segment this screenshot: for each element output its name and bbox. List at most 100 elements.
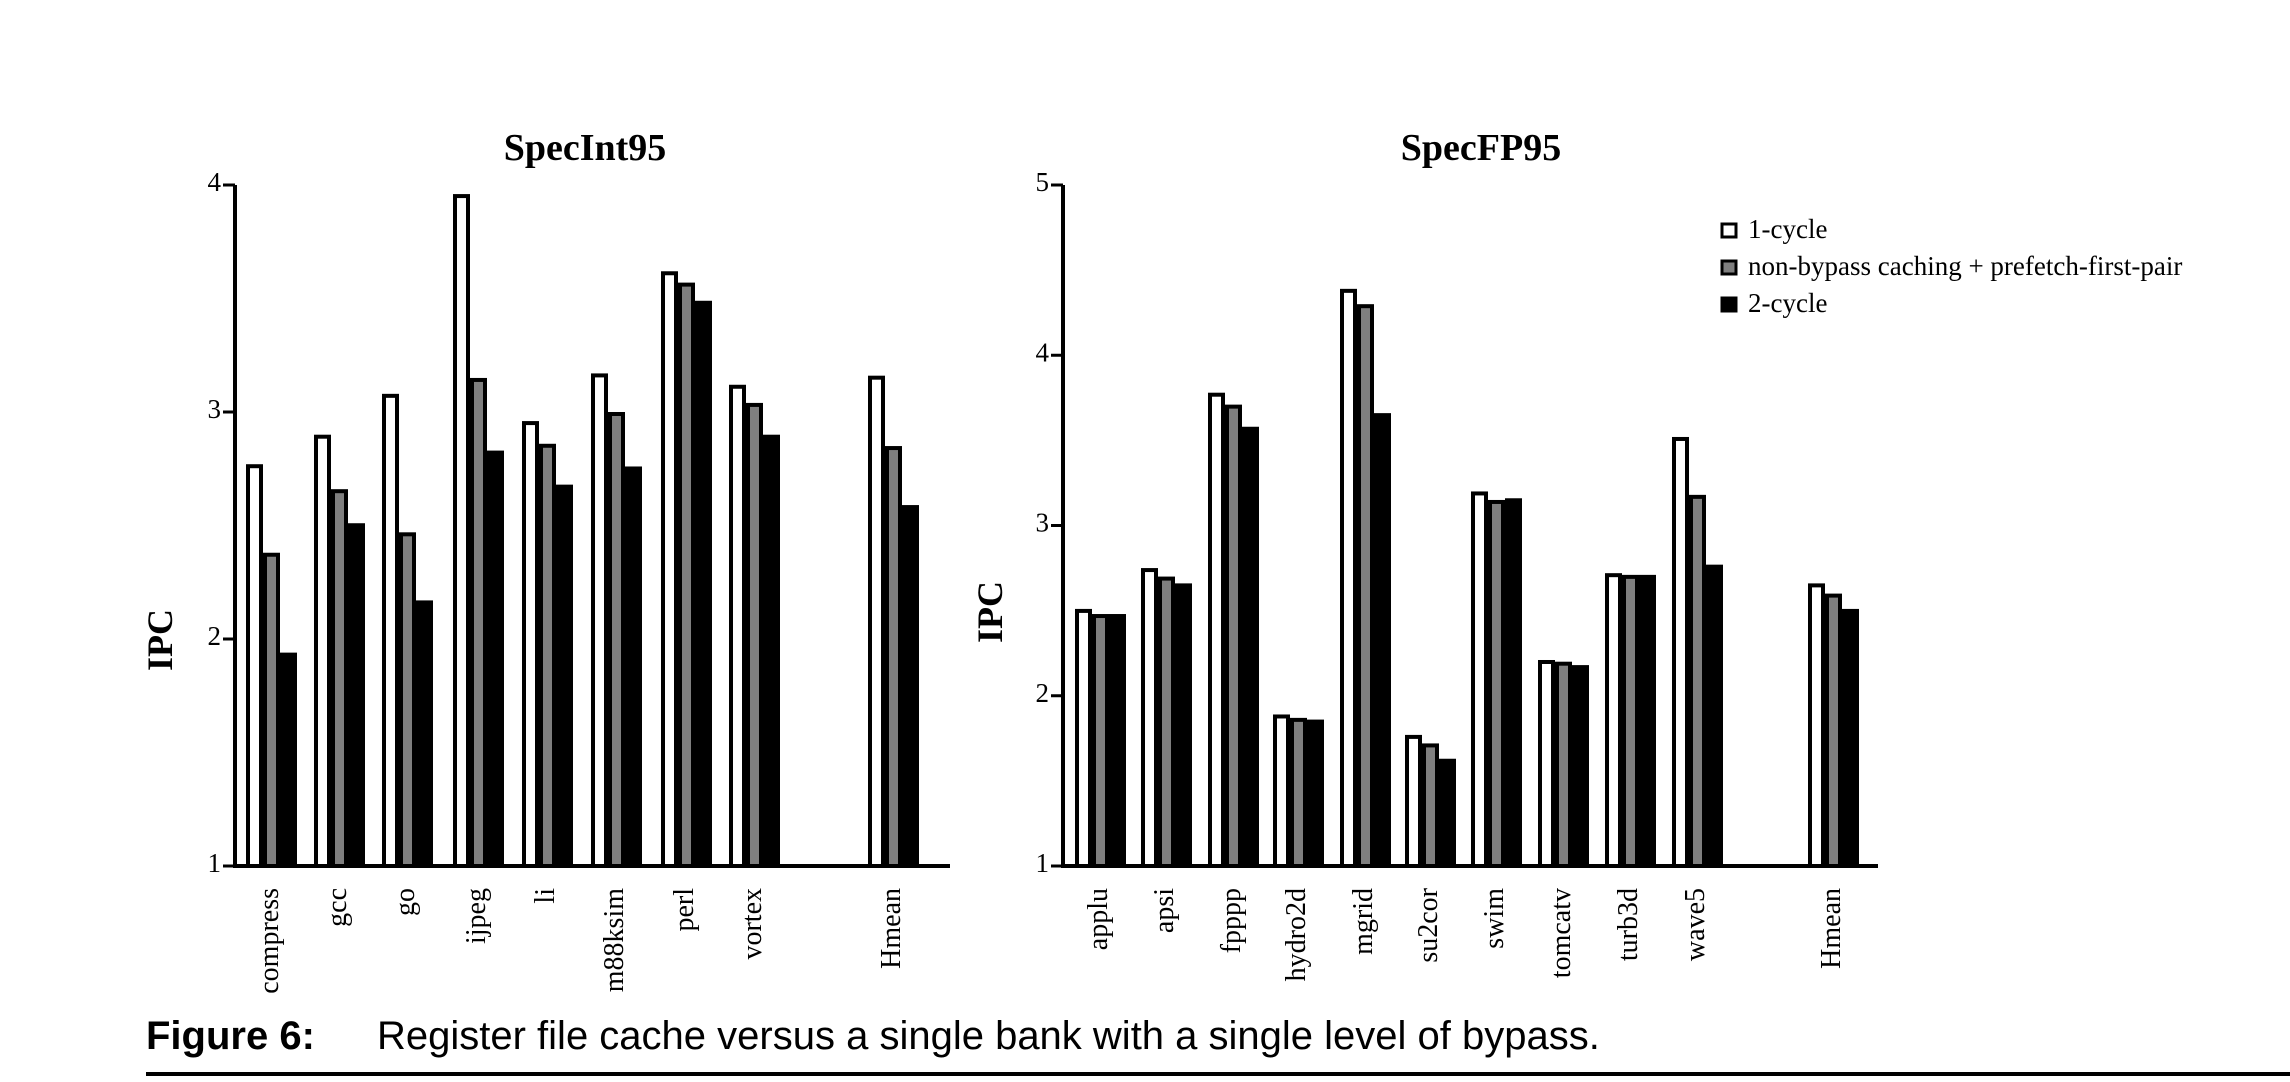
- bar-specfp95-wave5-nonbypass: [1689, 494, 1706, 868]
- bar-specfp95-swim-nonbypass: [1488, 499, 1505, 868]
- bars-specint95: compress gcc go ijpeg li m88ksim perl vortex Hme…: [246, 194, 919, 994]
- category-label-specfp95-su2cor: su2cor: [1413, 887, 1444, 962]
- bar-specfp95-applu-nonbypass: [1092, 614, 1109, 869]
- bar-specint95-compress-1-cycle: [246, 464, 263, 868]
- y-tick-label-specint95-2: 2: [208, 621, 222, 651]
- bar-specint95-hmean-1-cycle: [868, 375, 885, 868]
- y-tick-label-specint95-1: 1: [208, 848, 222, 878]
- category-label-specfp95-mgrid: mgrid: [1348, 888, 1379, 955]
- bar-specint95-gcc-nonbypass: [331, 489, 348, 868]
- axes-specfp95: 1 2 3 4 5: [1036, 167, 1878, 878]
- bar-specint95-gcc-2-cycle: [348, 523, 365, 868]
- y-tick-label-specfp95-1: 1: [1036, 848, 1050, 878]
- bar-specint95-ijpeg-nonbypass: [470, 377, 487, 868]
- legend-1-cycle-swatch: [1720, 222, 1738, 239]
- category-label-specfp95-apsi: apsi: [1149, 888, 1180, 933]
- legend: 1-cycle non-bypass caching + prefetch-fir…: [1720, 214, 2182, 318]
- caption-label: Figure 6:: [146, 1014, 315, 1058]
- bar-specint95-hmean-nonbypass: [885, 446, 902, 868]
- bar-specfp95-hmean-1-cycle: [1808, 583, 1825, 868]
- category-label-specint95-perl: perl: [669, 888, 700, 932]
- bar-specint95-vortex-2-cycle: [763, 434, 780, 868]
- bar-specfp95-hydro2d-1-cycle: [1273, 714, 1290, 868]
- bar-specint95-go-1-cycle: [382, 393, 399, 868]
- bar-specint95-perl-2-cycle: [695, 300, 712, 868]
- specfp95-chart: SpecFP95 IPC applu apsi fpppp hydro2d mgrid s…: [970, 127, 1878, 981]
- bar-specint95-m88ksim-2-cycle: [625, 466, 642, 868]
- bar-specfp95-su2cor-nonbypass: [1422, 743, 1439, 868]
- category-label-specint95-li: li: [530, 888, 561, 904]
- bar-specfp95-su2cor-2-cycle: [1439, 758, 1456, 868]
- bar-specfp95-turb3d-1-cycle: [1605, 573, 1622, 868]
- bar-specfp95-fpppp-2-cycle: [1242, 426, 1259, 868]
- caption-text: Register file cache versus a single bank…: [377, 1014, 1600, 1058]
- bar-specint95-ijpeg-1-cycle: [453, 194, 470, 868]
- y-tick-label-specint95-3: 3: [208, 394, 222, 424]
- bar-specfp95-mgrid-1-cycle: [1340, 288, 1357, 869]
- bar-specfp95-fpppp-nonbypass: [1225, 404, 1242, 868]
- bar-specfp95-wave5-1-cycle: [1672, 436, 1689, 868]
- category-label-specfp95-turb3d: turb3d: [1613, 888, 1644, 961]
- category-label-specfp95-fpppp: fpppp: [1216, 888, 1247, 953]
- bar-specfp95-tomcatv-2-cycle: [1572, 665, 1589, 868]
- bar-specint95-li-2-cycle: [556, 484, 573, 868]
- category-label-specint95-ijpeg: ijpeg: [461, 888, 492, 944]
- bar-specfp95-apsi-2-cycle: [1175, 583, 1192, 868]
- figure-caption: Figure 6: Register file cache versus a si…: [146, 1014, 2290, 1059]
- bar-specint95-li-1-cycle: [522, 421, 539, 868]
- bars-specfp95: applu apsi fpppp hydro2d mgrid su2cor swim tomc…: [1075, 288, 1859, 981]
- legend-nonbypass-label: non-bypass caching + prefetch-first-pair: [1748, 251, 2182, 281]
- category-label-specint95-compress: compress: [254, 888, 285, 994]
- chart-title-specint95: SpecInt95: [504, 127, 667, 169]
- legend-2-cycle-swatch: [1720, 296, 1738, 313]
- axes-specint95: 1 2 3 4: [208, 167, 950, 878]
- category-label-specfp95-hmean: Hmean: [1816, 888, 1847, 969]
- bar-specint95-compress-2-cycle: [280, 652, 297, 868]
- y-tick-label-specfp95-2: 2: [1036, 678, 1050, 708]
- bar-specfp95-swim-1-cycle: [1471, 491, 1488, 868]
- bar-specint95-go-2-cycle: [416, 600, 433, 868]
- bar-specfp95-su2cor-1-cycle: [1405, 734, 1422, 868]
- bar-specfp95-turb3d-2-cycle: [1639, 574, 1656, 868]
- bar-specfp95-tomcatv-nonbypass: [1555, 661, 1572, 869]
- bar-specfp95-wave5-2-cycle: [1706, 564, 1723, 868]
- legend-2-cycle-label: 2-cycle: [1748, 288, 1827, 318]
- bar-specfp95-swim-2-cycle: [1505, 498, 1522, 868]
- y-axis-label-specint95: IPC: [140, 609, 180, 671]
- bar-specint95-ijpeg-2-cycle: [487, 450, 504, 868]
- bar-specint95-m88ksim-nonbypass: [608, 412, 625, 868]
- chart-title-specfp95: SpecFP95: [1401, 127, 1561, 169]
- bar-specfp95-applu-2-cycle: [1109, 614, 1126, 869]
- bar-specfp95-fpppp-1-cycle: [1208, 392, 1225, 868]
- bar-specfp95-hydro2d-2-cycle: [1307, 719, 1324, 869]
- category-label-specfp95-swim: swim: [1479, 888, 1510, 949]
- bar-specint95-li-nonbypass: [539, 443, 556, 868]
- category-label-specint95-hmean: Hmean: [876, 888, 907, 969]
- bar-specfp95-hydro2d-nonbypass: [1290, 717, 1307, 868]
- category-label-specfp95-hydro2d: hydro2d: [1281, 888, 1312, 981]
- y-tick-label-specint95-4: 4: [208, 167, 222, 197]
- legend-nonbypass-swatch: [1720, 259, 1738, 276]
- y-tick-label-specfp95-3: 3: [1036, 508, 1050, 538]
- bar-specfp95-apsi-nonbypass: [1158, 576, 1175, 868]
- category-label-specint95-m88ksim: m88ksim: [599, 888, 630, 992]
- bar-specint95-perl-1-cycle: [661, 271, 678, 868]
- bar-specfp95-applu-1-cycle: [1075, 608, 1092, 868]
- caption-rule: [146, 1072, 2290, 1076]
- bar-specfp95-apsi-1-cycle: [1141, 568, 1158, 868]
- bar-specfp95-hmean-nonbypass: [1825, 593, 1842, 868]
- legend-1-cycle-label: 1-cycle: [1748, 214, 1827, 244]
- bar-specfp95-tomcatv-1-cycle: [1538, 659, 1555, 868]
- category-label-specint95-go: go: [390, 888, 421, 916]
- y-tick-label-specfp95-5: 5: [1036, 167, 1050, 197]
- category-label-specint95-vortex: vortex: [737, 888, 768, 960]
- y-tick-label-specfp95-4: 4: [1036, 337, 1050, 367]
- bar-specfp95-hmean-2-cycle: [1842, 608, 1859, 868]
- bar-specint95-m88ksim-1-cycle: [591, 373, 608, 868]
- bar-specint95-compress-nonbypass: [263, 552, 280, 868]
- specint95-chart: SpecInt95 IPC compress gcc go ijpeg li m88ksi…: [140, 127, 950, 994]
- category-label-specint95-gcc: gcc: [322, 888, 353, 927]
- bar-specint95-perl-nonbypass: [678, 282, 695, 868]
- category-label-specfp95-tomcatv: tomcatv: [1546, 888, 1577, 978]
